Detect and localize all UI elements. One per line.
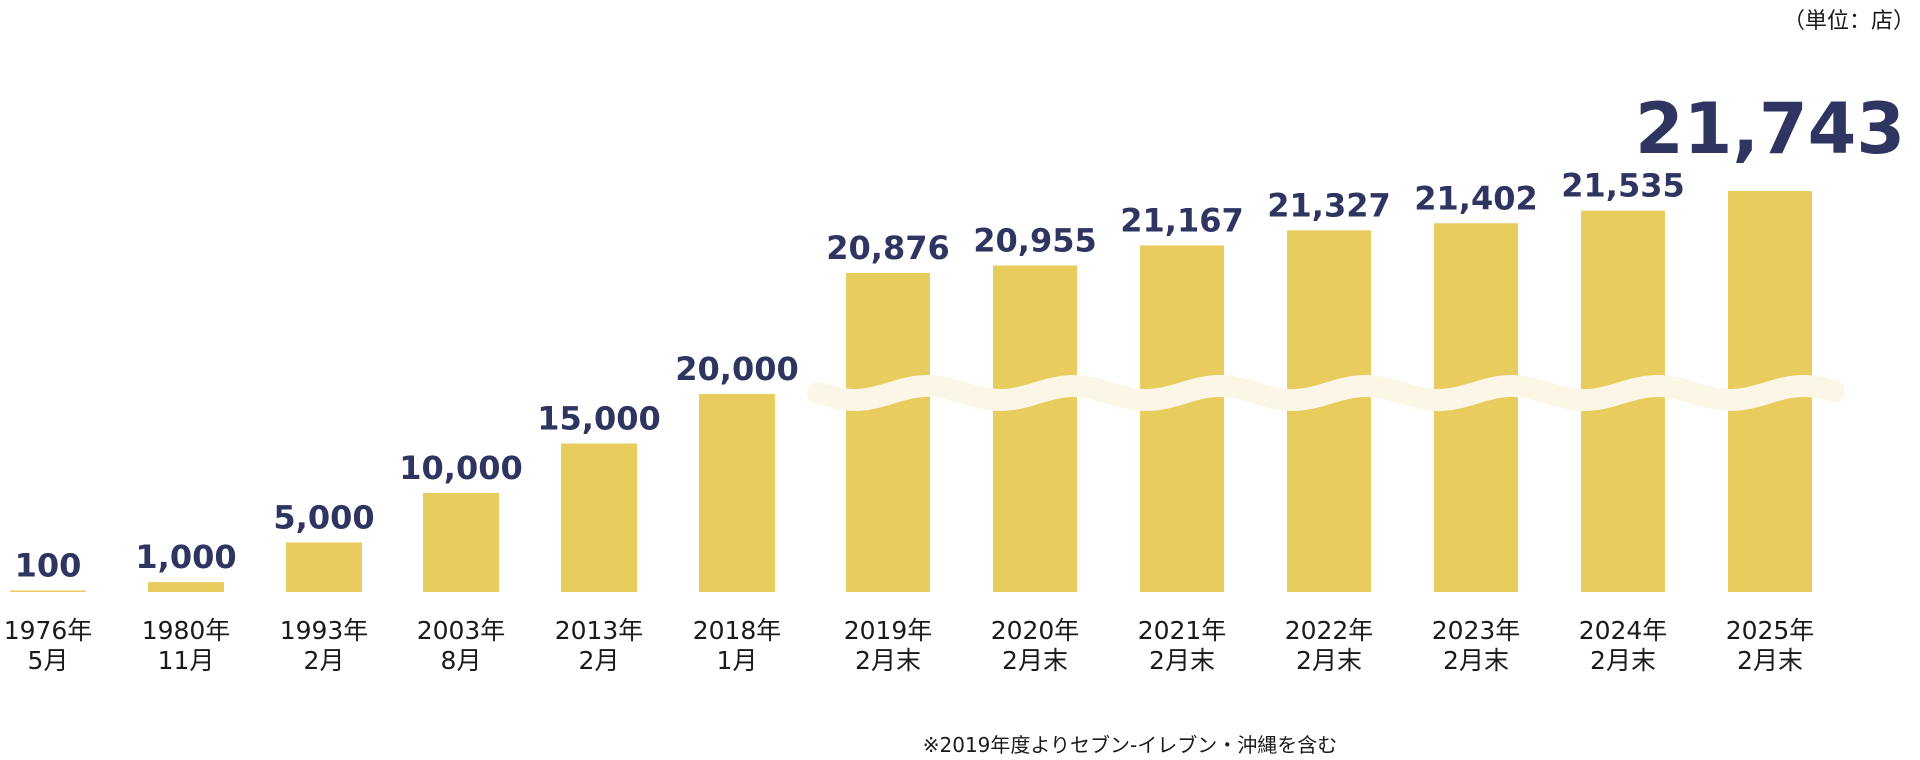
category-label: 2023年 2月末 <box>1432 616 1521 675</box>
bars-layer <box>10 190 1812 592</box>
bar <box>286 542 362 592</box>
axis-break-wave <box>807 374 1845 412</box>
value-label: 21,402 <box>1414 179 1537 217</box>
category-label: 2018年 1月 <box>693 616 782 675</box>
bar <box>10 590 86 592</box>
value-label: 21,327 <box>1267 186 1390 224</box>
category-labels: 1976年 5月 1980年 11月 1993年 2月 2003年 8月 2013年 2月 2018… <box>4 616 1815 675</box>
value-label: 15,000 <box>537 400 660 438</box>
bar <box>993 265 1077 592</box>
value-label: 20,876 <box>826 229 949 267</box>
value-labels: 100 1,000 5,000 10,000 15,000 20,000 20,876 20,… <box>15 88 1905 585</box>
value-label: 5,000 <box>273 499 374 537</box>
category-label: 2022年 2月末 <box>1285 616 1374 675</box>
category-label: 1993年 2月 <box>280 616 369 675</box>
category-label: 2020年 2月末 <box>991 616 1080 675</box>
category-label: 2019年 2月末 <box>844 616 933 675</box>
category-label: 2003年 8月 <box>417 616 506 675</box>
bar <box>561 443 637 592</box>
bar <box>423 493 499 592</box>
category-label: 1976年 5月 <box>4 616 93 675</box>
value-label: 20,000 <box>675 350 798 388</box>
axis-break-marks <box>807 374 1845 412</box>
value-label: 100 <box>15 547 82 585</box>
category-label: 1980年 11月 <box>142 616 231 675</box>
category-label: 2024年 2月末 <box>1579 616 1668 675</box>
unit-label: （単位：店） <box>1783 9 1915 34</box>
value-label: 21,535 <box>1561 167 1684 205</box>
value-label: 10,000 <box>399 449 522 487</box>
bar <box>1140 245 1224 592</box>
bar <box>148 582 224 592</box>
category-label: 2013年 2月 <box>555 616 644 675</box>
footnote: ※2019年度よりセブン‐イレブン・沖縄を含む <box>923 733 1337 757</box>
value-label: 1,000 <box>135 538 236 576</box>
bar <box>1287 230 1371 592</box>
category-label: 2025年 2月末 <box>1726 616 1815 675</box>
value-label: 20,955 <box>973 222 1096 260</box>
bar <box>699 394 775 592</box>
bar <box>846 273 930 592</box>
value-label: 21,743 <box>1635 88 1905 170</box>
value-label: 21,167 <box>1120 201 1243 239</box>
category-label: 2021年 2月末 <box>1138 616 1227 675</box>
